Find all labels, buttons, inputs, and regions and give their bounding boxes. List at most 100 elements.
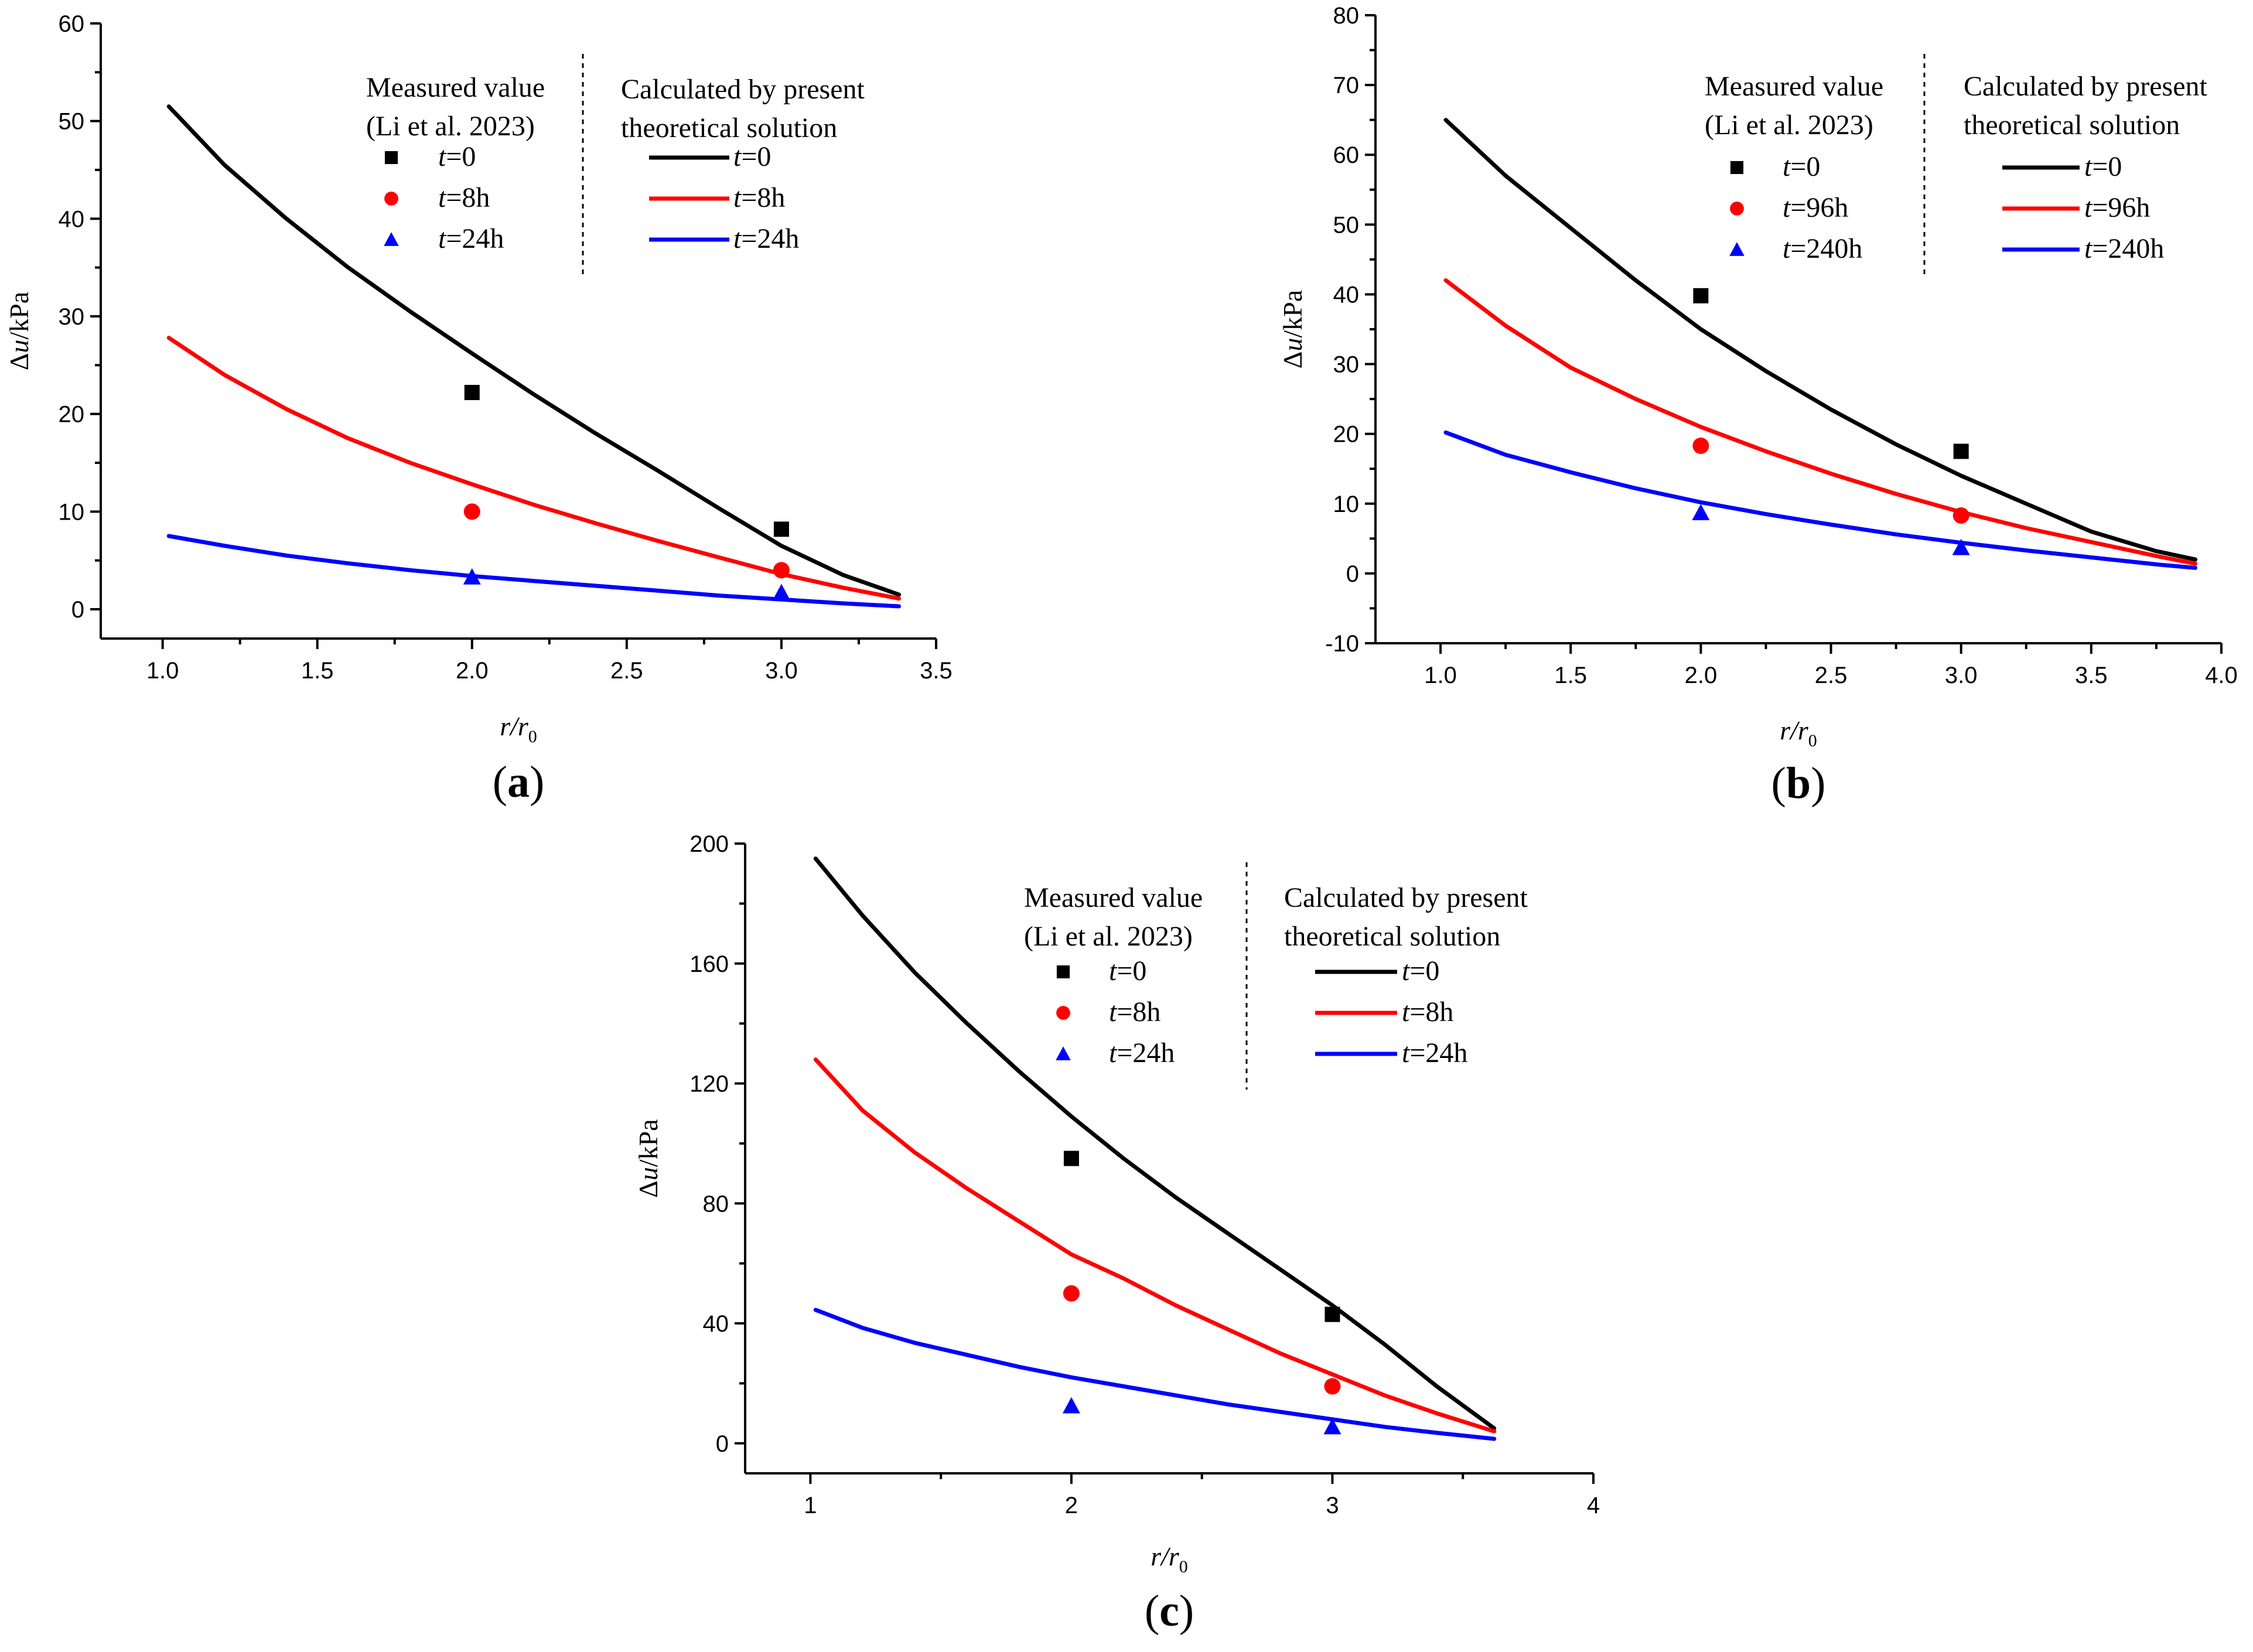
legend-marker-t=24h <box>384 232 399 246</box>
y-tick-label: 20 <box>59 402 85 428</box>
measured-point-t=0 <box>1953 443 1969 459</box>
legend-calc-label: t=24h <box>1402 1037 1467 1069</box>
measured-point-t=24h <box>1323 1418 1341 1435</box>
legend-marker-t=0 <box>1056 965 1070 979</box>
y-tick-label: 30 <box>59 304 85 330</box>
legend-calc-label: t=8h <box>733 182 785 213</box>
legend-calc-label: t=0 <box>1402 955 1439 987</box>
x-tick-label: 3.5 <box>2075 663 2108 688</box>
x-axis-title: r/r0 <box>500 711 537 746</box>
x-tick-label: 3.0 <box>765 658 798 684</box>
series-line-t=0 <box>1443 118 2198 562</box>
legend-measured-label: t=24h <box>1109 1037 1175 1069</box>
measured-point-t=96h <box>1692 437 1709 454</box>
x-tick-label: 3.0 <box>1945 663 1978 688</box>
x-tick-label: 2.0 <box>1685 663 1718 688</box>
y-tick-label: 40 <box>1333 282 1360 308</box>
measured-point-t=240h <box>1692 504 1710 521</box>
legend-marker-t=0 <box>1730 161 1744 175</box>
legend-calc-label: t=0 <box>733 141 771 172</box>
y-tick-label: 60 <box>59 11 85 37</box>
x-tick-label: 2.5 <box>1815 663 1848 688</box>
legend-marker-t=240h <box>1729 242 1745 256</box>
y-tick-label: 0 <box>716 1431 729 1457</box>
legend-measured-label: t=240h <box>1783 233 1862 264</box>
measured-point-t=0 <box>1693 288 1709 303</box>
y-tick-label: 80 <box>1333 3 1360 29</box>
legend-measured-label: t=96h <box>1783 192 1848 223</box>
legend-measured-label: t=0 <box>438 141 476 172</box>
measured-point-t=0 <box>464 385 480 400</box>
legend-measured-title: (Li et al. 2023) <box>366 111 535 142</box>
measured-point-t=240h <box>1952 538 1970 555</box>
series-line-t=24h <box>813 1308 1497 1441</box>
legend-calc-label: t=240h <box>2084 233 2164 264</box>
legend-measured-label: t=24h <box>438 223 504 254</box>
measured-point-t=8h <box>463 503 480 520</box>
x-axis-title: r/r0 <box>1151 1541 1188 1576</box>
x-tick-label: 1 <box>804 1493 817 1518</box>
x-tick-label: 2 <box>1065 1493 1078 1518</box>
legend-measured-title: (Li et al. 2023) <box>1024 921 1193 952</box>
x-axis-title: r/r0 <box>1780 715 1817 750</box>
y-tick-label: 200 <box>689 831 729 857</box>
y-tick-label: 40 <box>703 1311 729 1337</box>
legend-calc-title: Calculated by present <box>1284 882 1528 913</box>
measured-point-t=24h <box>772 583 790 600</box>
x-tick-label: 3 <box>1326 1493 1339 1518</box>
y-tick-label: 70 <box>1333 73 1360 98</box>
legend-measured-title: Measured value <box>1024 882 1203 913</box>
x-tick-label: 2.5 <box>610 658 643 684</box>
y-tick-label: 0 <box>71 597 84 623</box>
legend-calc-label: t=96h <box>2084 192 2150 223</box>
y-tick-label: 50 <box>59 109 85 135</box>
series-line-t=8h <box>166 336 902 601</box>
legend-calc-title: Calculated by present <box>621 74 865 105</box>
measured-point-t=24h <box>1062 1397 1080 1414</box>
y-tick-label: 10 <box>59 499 85 525</box>
series-line-t=96h <box>1443 278 2198 566</box>
y-tick-label: 20 <box>1333 422 1360 448</box>
series-line-t=240h <box>1443 430 2198 570</box>
measured-point-t=0 <box>773 521 789 537</box>
y-axis-title: Δu/kPa <box>4 292 34 370</box>
series-line-t=0 <box>166 104 902 597</box>
panel-label: (b) <box>1771 759 1826 808</box>
measured-point-t=0 <box>1063 1151 1079 1166</box>
panel-label: (c) <box>1145 1586 1194 1636</box>
y-tick-label: 30 <box>1333 352 1360 378</box>
legend-measured-label: t=0 <box>1783 151 1820 182</box>
x-tick-label: 4.0 <box>2205 663 2238 688</box>
y-tick-label: 50 <box>1333 212 1360 238</box>
measured-point-t=8h <box>773 562 790 579</box>
legend-measured-label: t=0 <box>1109 955 1146 987</box>
legend-calc-label: t=8h <box>1402 996 1453 1028</box>
legend-marker-t=8h <box>1056 1006 1070 1020</box>
legend-measured-title: Measured value <box>366 72 545 103</box>
x-tick-label: 1.0 <box>146 658 179 684</box>
y-axis-title: Δu/kPa <box>633 1119 663 1197</box>
measured-point-t=8h <box>1063 1285 1080 1302</box>
y-tick-label: 80 <box>703 1191 729 1217</box>
y-tick-label: 10 <box>1333 491 1360 517</box>
legend-measured-title: (Li et al. 2023) <box>1705 110 1873 141</box>
legend-calc-title: theoretical solution <box>1284 921 1500 952</box>
measured-point-t=24h <box>463 568 481 585</box>
panel-label: (a) <box>493 757 545 807</box>
x-tick-label: 4 <box>1587 1493 1600 1518</box>
panel-a: 1.0 1.5 2.0 2.5 3.0 3.5 0 10 20 30 40 50 60 r/r0 Δu/kP… <box>4 11 953 807</box>
legend-marker-t=24h <box>1056 1046 1071 1060</box>
y-axis-title: Δu/kPa <box>1278 290 1308 368</box>
series-line-t=8h <box>813 1057 1497 1433</box>
legend-measured-label: t=8h <box>1109 996 1160 1028</box>
x-tick-label: 1.5 <box>1554 663 1587 688</box>
measured-point-t=8h <box>1324 1378 1341 1395</box>
legend-calc-label: t=24h <box>733 223 799 254</box>
y-tick-label: 40 <box>59 206 85 232</box>
x-tick-label: 2.0 <box>456 658 489 684</box>
y-tick-label: 160 <box>689 951 729 977</box>
y-tick-label: -10 <box>1325 631 1359 657</box>
legend-calc-title: theoretical solution <box>1964 110 2180 141</box>
